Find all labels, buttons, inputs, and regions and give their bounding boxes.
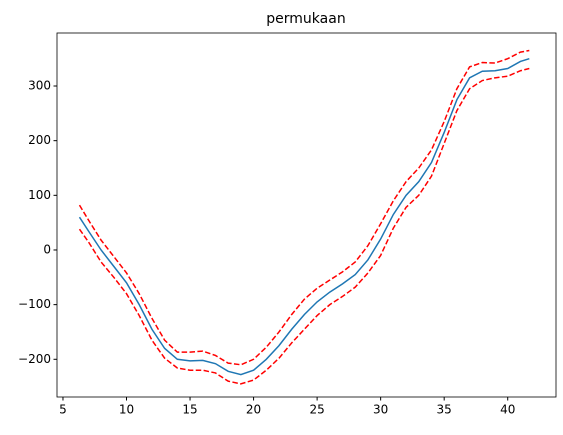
y-tick-label: 300	[28, 79, 51, 93]
line-series	[78, 57, 530, 376]
x-tick-label: 35	[437, 403, 452, 417]
y-tick-label: 100	[28, 188, 51, 202]
line-series	[78, 67, 530, 385]
plot-frame	[56, 32, 557, 398]
x-tick-label: 30	[373, 403, 388, 417]
y-tick-label: 200	[28, 133, 51, 147]
x-tick-label: 10	[119, 403, 134, 417]
line-series	[78, 49, 530, 366]
x-tick-label: 25	[309, 403, 324, 417]
x-tick-label: 20	[246, 403, 261, 417]
x-tick-label: 5	[59, 403, 67, 417]
y-tick-label: 0	[43, 242, 51, 256]
x-tick-label: 40	[500, 403, 515, 417]
chart-title: permukaan	[266, 11, 345, 27]
y-tick-label: −200	[18, 352, 51, 366]
x-tick-label: 15	[182, 403, 197, 417]
y-tick-label: −100	[18, 297, 51, 311]
